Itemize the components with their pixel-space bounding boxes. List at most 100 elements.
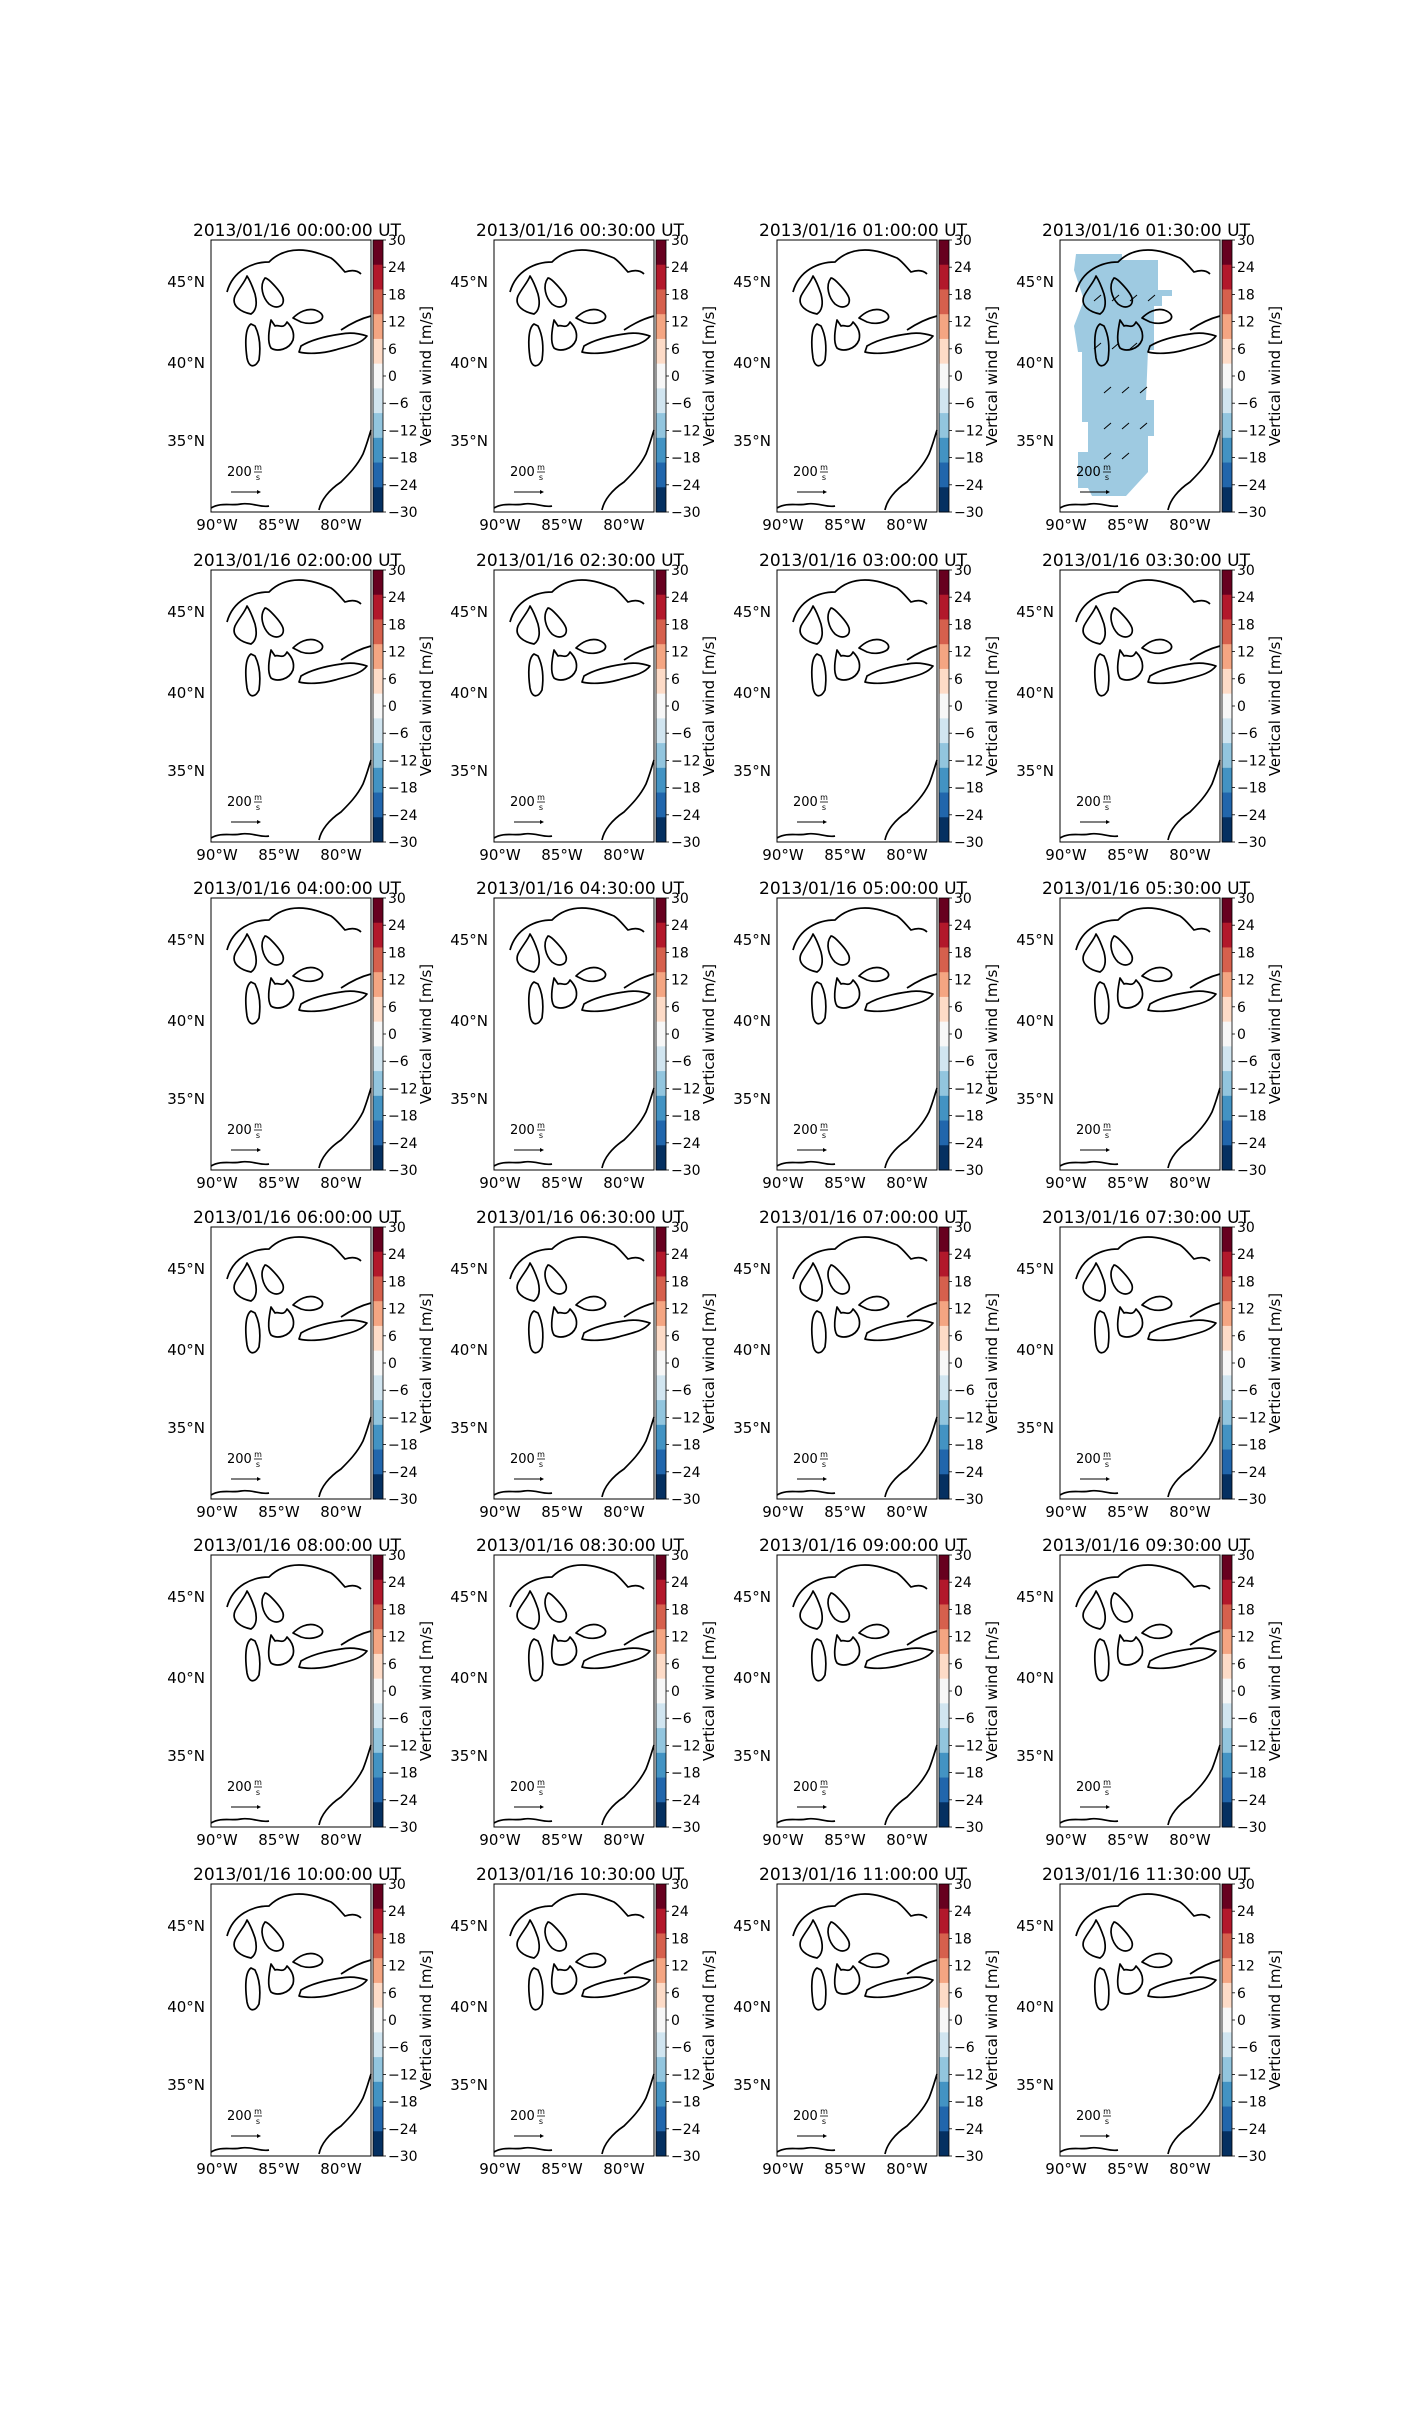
coastline — [792, 1893, 928, 1937]
coastline — [884, 1744, 938, 1826]
colorbar-segment — [939, 1120, 949, 1146]
colorbar-segment — [656, 718, 666, 744]
coastline — [792, 1236, 928, 1280]
colorbar-tick-label: −18 — [388, 451, 418, 467]
coastline — [516, 605, 541, 645]
panel-title: 2013/01/16 03:00:00 UT — [759, 551, 968, 571]
coastline — [493, 2146, 553, 2153]
coastline — [544, 1921, 568, 1952]
map-panel: 2013/01/16 05:00:00 UT 45°N 40°N 35°N 90°W 85… — [733, 879, 1001, 1192]
coastline — [623, 315, 655, 331]
lon-tick-label: 90°W — [1045, 846, 1087, 864]
colorbar-tick-label: 24 — [954, 918, 972, 934]
colorbar-tick-label: 6 — [954, 1000, 963, 1016]
colorbar-tick-label: 6 — [388, 1000, 397, 1016]
coastline — [575, 1295, 607, 1312]
coastline — [1093, 653, 1110, 697]
coastline — [318, 1744, 372, 1826]
colorbar-segment — [656, 2081, 666, 2108]
coastline — [1189, 315, 1221, 331]
colorbar-tick-label: 6 — [954, 1657, 963, 1673]
coastline — [1116, 649, 1144, 681]
coastline — [858, 1623, 890, 1640]
colorbar-tick-label: −12 — [671, 1410, 701, 1426]
colorbar-tick-label: 6 — [671, 1329, 680, 1345]
lat-tick-label: 35°N — [450, 1747, 488, 1765]
lat-tick-label: 40°N — [733, 1998, 771, 2016]
colorbar-segment — [373, 1777, 383, 1803]
colorbar-label: Vertical wind [m/s] — [417, 1950, 435, 2090]
quiver-key: 200 ms — [1076, 1778, 1111, 1809]
coastline — [340, 1630, 372, 1646]
lon-tick-label: 90°W — [196, 2160, 238, 2178]
coastline — [1075, 1236, 1211, 1280]
coastline — [884, 2073, 938, 2155]
quiver-key-arrowhead — [823, 820, 827, 824]
coastline — [884, 429, 938, 511]
colorbar-segment — [656, 1884, 666, 1910]
colorbar-segment — [939, 644, 949, 670]
coastline — [318, 1087, 372, 1169]
colorbar-tick-label: −30 — [954, 2149, 984, 2165]
coastline — [864, 332, 934, 355]
lat-tick-label: 45°N — [1016, 1260, 1054, 1278]
quiver-key: 200 ms — [510, 1450, 545, 1481]
coastline — [244, 981, 261, 1025]
quiver-key: 200 ms — [793, 1121, 828, 1152]
colorbar-tick-label: 12 — [388, 645, 406, 661]
coastline — [623, 1630, 655, 1646]
coastline — [1189, 645, 1221, 661]
quiver-key-unit-num: m — [820, 1778, 828, 1787]
colorbar-tick-label: 6 — [388, 1657, 397, 1673]
colorbar-tick-label: 0 — [671, 1684, 680, 1700]
colorbar: 30 24 18 12 6 0 −6 −12 −18 −24 −30 Vertical wind [m… — [372, 233, 435, 521]
colorbar-segment — [656, 1908, 666, 1934]
coastline — [827, 277, 851, 308]
colorbar-segment — [656, 1555, 666, 1581]
colorbar-segment — [656, 487, 666, 513]
lat-tick-label: 35°N — [167, 1419, 205, 1437]
coastline — [623, 645, 655, 661]
lat-tick-label: 35°N — [733, 432, 771, 450]
quiver-key-value: 200 — [227, 2109, 252, 2124]
quiver-key-unit-num: m — [254, 463, 262, 472]
lat-tick-label: 35°N — [733, 762, 771, 780]
quiver-key-unit-num: m — [1103, 793, 1111, 802]
colorbar-segment — [656, 792, 666, 818]
colorbar-tick-label: −30 — [954, 1492, 984, 1508]
colorbar-tick-label: 12 — [671, 1630, 689, 1646]
coastline — [827, 1592, 851, 1623]
quiver-key: 200 ms — [1076, 1121, 1111, 1152]
coastline — [810, 653, 827, 697]
map-panel: 2013/01/16 06:00:00 UT 45°N 40°N 35°N 90°W 85… — [167, 1208, 435, 1521]
quiver-key-unit-den: s — [822, 803, 826, 812]
colorbar: 30 24 18 12 6 0 −6 −12 −18 −24 −30 Vertical wind [m… — [1221, 1877, 1284, 2165]
colorbar-segment — [656, 1350, 666, 1376]
coastline — [1082, 933, 1107, 973]
colorbar-tick-label: 24 — [671, 590, 689, 606]
lat-tick-label: 40°N — [1016, 354, 1054, 372]
colorbar-segment — [373, 668, 383, 695]
coastlines — [493, 249, 655, 511]
colorbar-segment — [373, 462, 383, 488]
colorbar-tick-label: 18 — [1237, 1931, 1255, 1947]
colorbar-segment — [373, 1604, 383, 1630]
colorbar-tick-label: 0 — [1237, 1027, 1246, 1043]
colorbar-tick-label: −30 — [954, 835, 984, 851]
coastline — [1075, 1893, 1211, 1937]
lat-tick-label: 40°N — [1016, 1669, 1054, 1687]
coastline — [827, 1264, 851, 1295]
colorbar-segment — [373, 1071, 383, 1097]
coastline — [1082, 1262, 1107, 1302]
colorbar-segment — [656, 2131, 666, 2157]
colorbar-segment — [373, 1579, 383, 1605]
colorbar-tick-label: −18 — [1237, 781, 1267, 797]
coastline — [1141, 308, 1173, 325]
coastline — [318, 429, 372, 511]
map-frame — [776, 239, 938, 513]
coastlines — [1059, 1564, 1221, 1826]
quiver-key-arrowhead — [257, 820, 261, 824]
coastline — [776, 2146, 836, 2153]
coastline — [1082, 1919, 1107, 1959]
quiver-key-arrowhead — [540, 2134, 544, 2138]
